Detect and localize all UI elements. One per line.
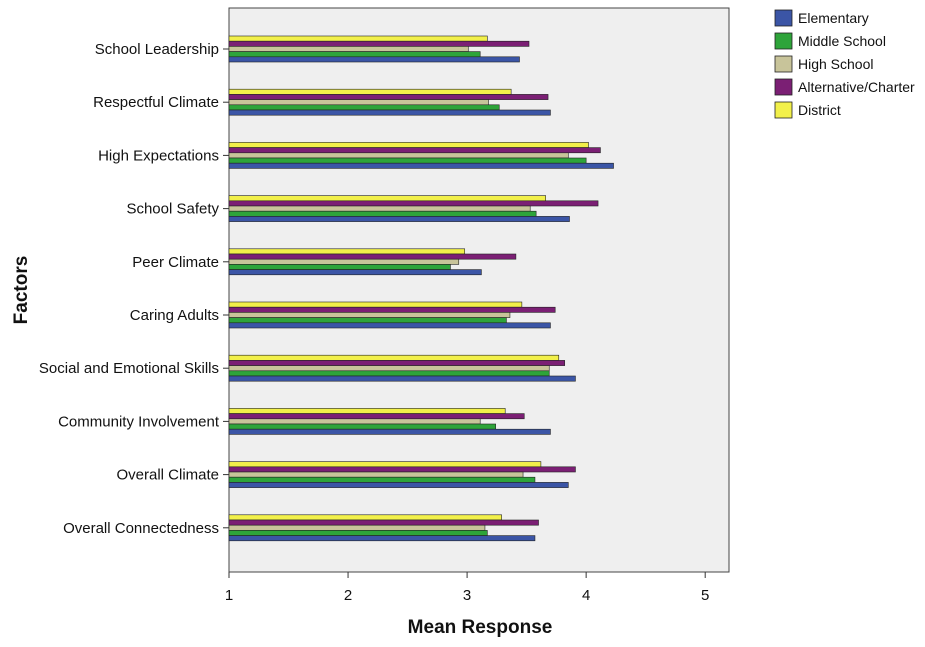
bar [228,40,530,47]
bar [228,519,539,526]
bar [228,210,537,217]
bar [228,253,517,260]
bar [228,535,536,542]
bar [228,195,546,202]
bar [228,530,488,536]
bar [228,524,486,531]
bar [228,248,466,255]
bar [228,51,481,58]
category-label: Respectful Climate [93,94,219,111]
bar [228,152,569,159]
bar [228,162,614,169]
x-tick-label: 2 [344,587,352,604]
bar [228,88,512,95]
category-label: School Safety [126,201,219,218]
bar [228,94,549,100]
x-tick-label: 1 [225,587,233,604]
category-label: Social and Emotional Skills [39,360,219,377]
legend-label: High School [798,56,874,72]
category-label: Overall Connectedness [63,520,219,537]
value-axis: 1 2 3 4 5 [225,572,709,604]
category-axis: School Leadership Respectful Climate High … [39,41,229,537]
bar [228,35,488,42]
legend-label: District [798,102,841,118]
bars-layer [228,35,614,542]
bar [228,157,587,164]
legend-swatch [774,9,793,27]
y-axis-title: Factors [11,256,32,325]
bar [228,370,550,377]
legend-label: Alternative/Charter [798,79,915,95]
bar [228,205,531,212]
x-axis-title: Mean Response [408,617,553,638]
bar [228,99,489,106]
bar [228,375,576,382]
bar [228,306,556,313]
bar [228,312,511,318]
legend-swatch [774,78,793,96]
bar [228,104,500,111]
bar [228,322,551,329]
legend-swatch [774,101,793,119]
legend-label: Middle School [798,33,886,49]
category-label: Peer Climate [132,254,219,271]
category-label: School Leadership [95,41,219,58]
legend-swatch [774,55,793,73]
bar [228,264,451,270]
bar [228,269,482,276]
x-tick-label: 3 [463,587,471,604]
bar [228,147,601,154]
bar [228,471,524,478]
legend-swatch [774,32,793,50]
bar [228,466,576,473]
bar [228,413,525,420]
category-label: Overall Climate [116,467,219,484]
category-label: Community Involvement [58,413,220,430]
bar [228,354,560,361]
bar [228,258,460,265]
bar [228,142,589,148]
bar [228,482,569,488]
bar [228,461,542,468]
bar [228,423,496,430]
bar [228,365,550,372]
bar [228,200,599,207]
bar [228,428,551,435]
bar [228,46,469,52]
category-label: High Expectations [98,147,219,164]
bar [228,301,523,308]
bar [228,317,507,324]
x-tick-label: 4 [582,587,590,604]
bar [228,476,536,483]
bar [228,360,566,366]
category-label: Caring Adults [130,307,219,324]
bar [228,418,481,425]
bar [228,56,520,63]
bar [228,514,502,521]
legend-label: Elementary [798,10,869,26]
legend: Elementary Middle School High School Altern… [774,9,915,119]
bar [228,216,570,222]
bar [228,109,551,116]
bar [228,408,506,414]
x-tick-label: 5 [701,587,709,604]
